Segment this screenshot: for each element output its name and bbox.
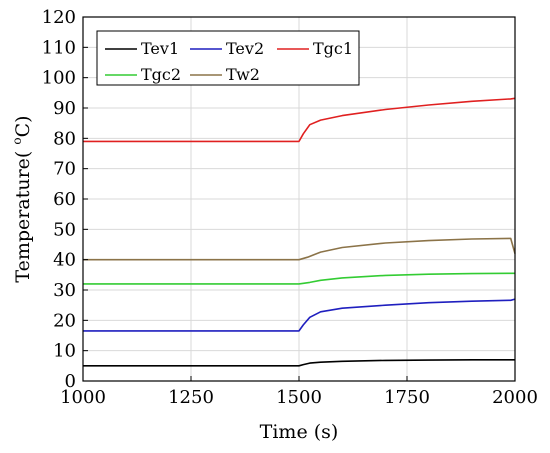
legend-label: Tgc2 [141, 65, 181, 84]
x-tick-label: 1000 [60, 387, 106, 408]
y-tick-label: 20 [53, 310, 76, 331]
y-tick-label: 90 [53, 98, 76, 119]
y-tick-label: 120 [42, 7, 76, 28]
series-line-tw2 [83, 237, 516, 261]
y-tick-label: 40 [53, 250, 76, 271]
series-line-tgc2 [83, 272, 516, 285]
legend-box [96, 30, 360, 86]
x-tick-label: 1750 [384, 387, 430, 408]
series-line-tgc1 [83, 97, 516, 143]
y-tick-label: 60 [53, 189, 76, 210]
x-tick-label: 1500 [276, 387, 322, 408]
y-axis-label-degree: o [10, 137, 24, 144]
series-line-tev1 [83, 358, 515, 367]
x-axis-label: Time (s) [260, 421, 339, 443]
y-tick-label: 0 [65, 371, 76, 392]
legend-label: Tev1 [141, 39, 179, 58]
y-tick-label: 110 [42, 37, 76, 58]
y-tick-label: 80 [53, 128, 76, 149]
tick-labels: 1000 1250 1500 1750 2000 0 10 20 30 40 50 60 70 80 90 1… [42, 7, 538, 408]
legend-label: Tw2 [226, 65, 260, 84]
legend-label: Tgc1 [313, 39, 353, 58]
y-tick-label: 70 [53, 159, 76, 180]
y-axis-label-main: Temperature( [12, 145, 34, 283]
y-tick-label: 10 [53, 341, 76, 362]
y-axis-label: Temperature( oC) [10, 115, 34, 282]
y-tick-label: 30 [53, 280, 76, 301]
y-tick-label: 50 [53, 219, 76, 240]
x-tick-label: 2000 [492, 387, 538, 408]
legend: Tev1 Tev2 Tgc1 Tgc2 Tw2 [96, 30, 360, 86]
series-lines [83, 97, 516, 367]
y-tick-label: 100 [42, 68, 76, 89]
x-tick-label: 1250 [168, 387, 214, 408]
y-axis-label-unit: C) [12, 115, 34, 137]
series-line-tev2 [83, 298, 516, 332]
legend-label: Tev2 [226, 39, 264, 58]
